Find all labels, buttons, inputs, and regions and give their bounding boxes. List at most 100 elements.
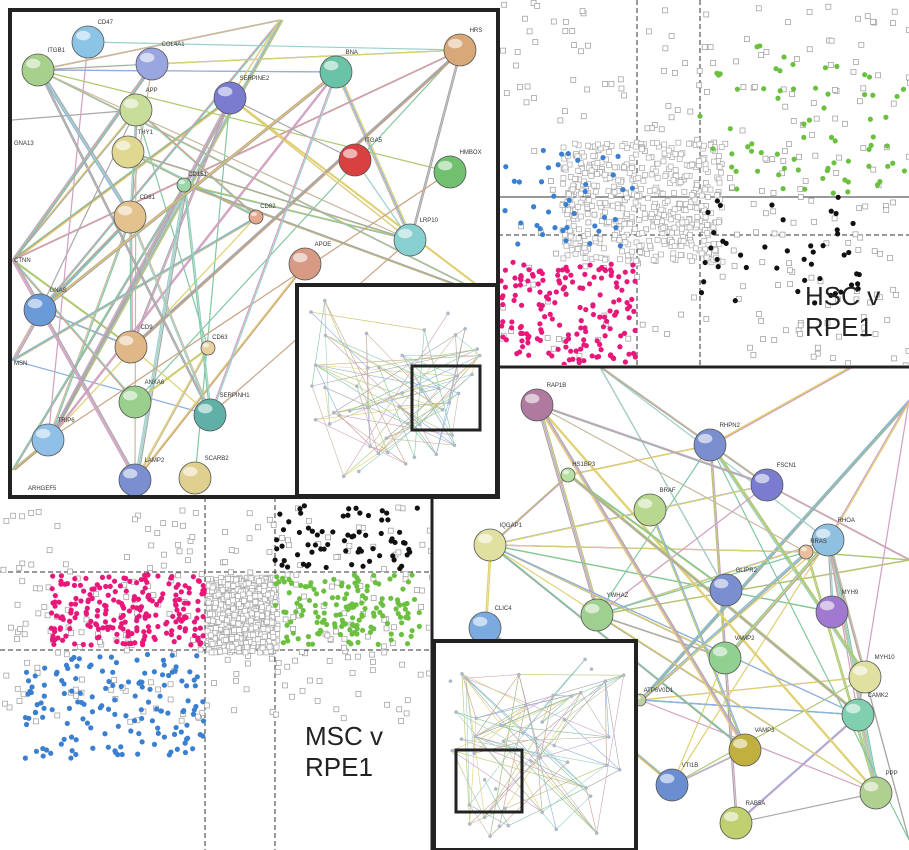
point: [776, 283, 781, 288]
point: [334, 555, 339, 560]
point: [357, 529, 362, 534]
point: [273, 581, 278, 586]
point: [587, 241, 592, 246]
point: [648, 243, 653, 248]
scatter-label: MSC v: [305, 721, 383, 751]
point: [161, 658, 166, 663]
point: [559, 151, 564, 156]
mini-node: [468, 822, 472, 826]
point: [705, 195, 710, 200]
point: [92, 586, 97, 591]
point: [617, 257, 622, 262]
point: [414, 588, 419, 593]
point: [274, 537, 279, 542]
point: [513, 293, 518, 298]
point: [646, 196, 651, 201]
point: [513, 283, 518, 288]
point: [220, 616, 225, 621]
point: [691, 295, 696, 300]
point: [733, 298, 738, 303]
point: [597, 315, 602, 320]
mini-node: [584, 786, 588, 790]
point: [564, 225, 569, 230]
point: [71, 655, 76, 660]
point: [234, 671, 239, 676]
point: [630, 262, 635, 267]
point: [678, 180, 683, 185]
point: [622, 221, 627, 226]
node: [177, 178, 191, 192]
point: [230, 644, 235, 649]
point: [195, 674, 200, 679]
node-highlight: [76, 31, 90, 41]
point: [273, 712, 278, 717]
point: [538, 327, 543, 332]
point: [310, 529, 315, 534]
point: [55, 713, 60, 718]
point: [711, 230, 716, 235]
point: [359, 600, 364, 605]
node-label: RAP1B: [547, 383, 567, 389]
point: [781, 186, 786, 191]
point: [320, 529, 325, 534]
point: [397, 707, 402, 712]
point: [570, 28, 575, 33]
node: [339, 144, 371, 176]
point: [688, 205, 693, 210]
point: [110, 683, 115, 688]
node-label: ANXA6: [145, 380, 165, 386]
point: [269, 620, 274, 625]
point: [356, 525, 361, 530]
point: [72, 641, 77, 646]
point: [88, 619, 93, 624]
point: [798, 323, 803, 328]
point: [509, 319, 514, 324]
point: [159, 708, 164, 713]
point: [67, 626, 72, 631]
node-highlight: [438, 161, 452, 171]
point: [363, 533, 368, 538]
mini-node: [365, 332, 369, 336]
point: [148, 566, 153, 571]
point: [579, 318, 584, 323]
point: [370, 546, 375, 551]
point: [713, 248, 718, 253]
point: [592, 223, 597, 228]
point: [265, 592, 270, 597]
point: [530, 272, 535, 277]
point: [134, 628, 139, 633]
point: [601, 324, 606, 329]
point: [198, 647, 203, 652]
point: [582, 325, 587, 330]
point: [671, 178, 676, 183]
node: [72, 26, 104, 58]
point: [145, 652, 150, 657]
point: [677, 156, 682, 161]
point: [22, 632, 27, 637]
point: [207, 612, 212, 617]
point: [33, 719, 38, 724]
node-label: VAMP3: [755, 728, 776, 734]
point: [771, 190, 776, 195]
point: [93, 592, 98, 597]
point: [551, 19, 556, 24]
point: [25, 660, 30, 665]
point: [525, 84, 530, 89]
point: [693, 246, 698, 251]
point: [124, 648, 129, 653]
point: [103, 619, 108, 624]
point: [193, 510, 198, 515]
point: [123, 713, 128, 718]
point: [298, 511, 303, 516]
point: [173, 598, 178, 603]
point: [127, 608, 132, 613]
mini-node: [348, 409, 352, 413]
point: [181, 523, 186, 528]
point: [162, 734, 167, 739]
point: [275, 612, 280, 617]
point: [604, 319, 609, 324]
point: [510, 260, 515, 265]
point: [103, 686, 108, 691]
point: [33, 673, 38, 678]
point: [114, 660, 119, 665]
